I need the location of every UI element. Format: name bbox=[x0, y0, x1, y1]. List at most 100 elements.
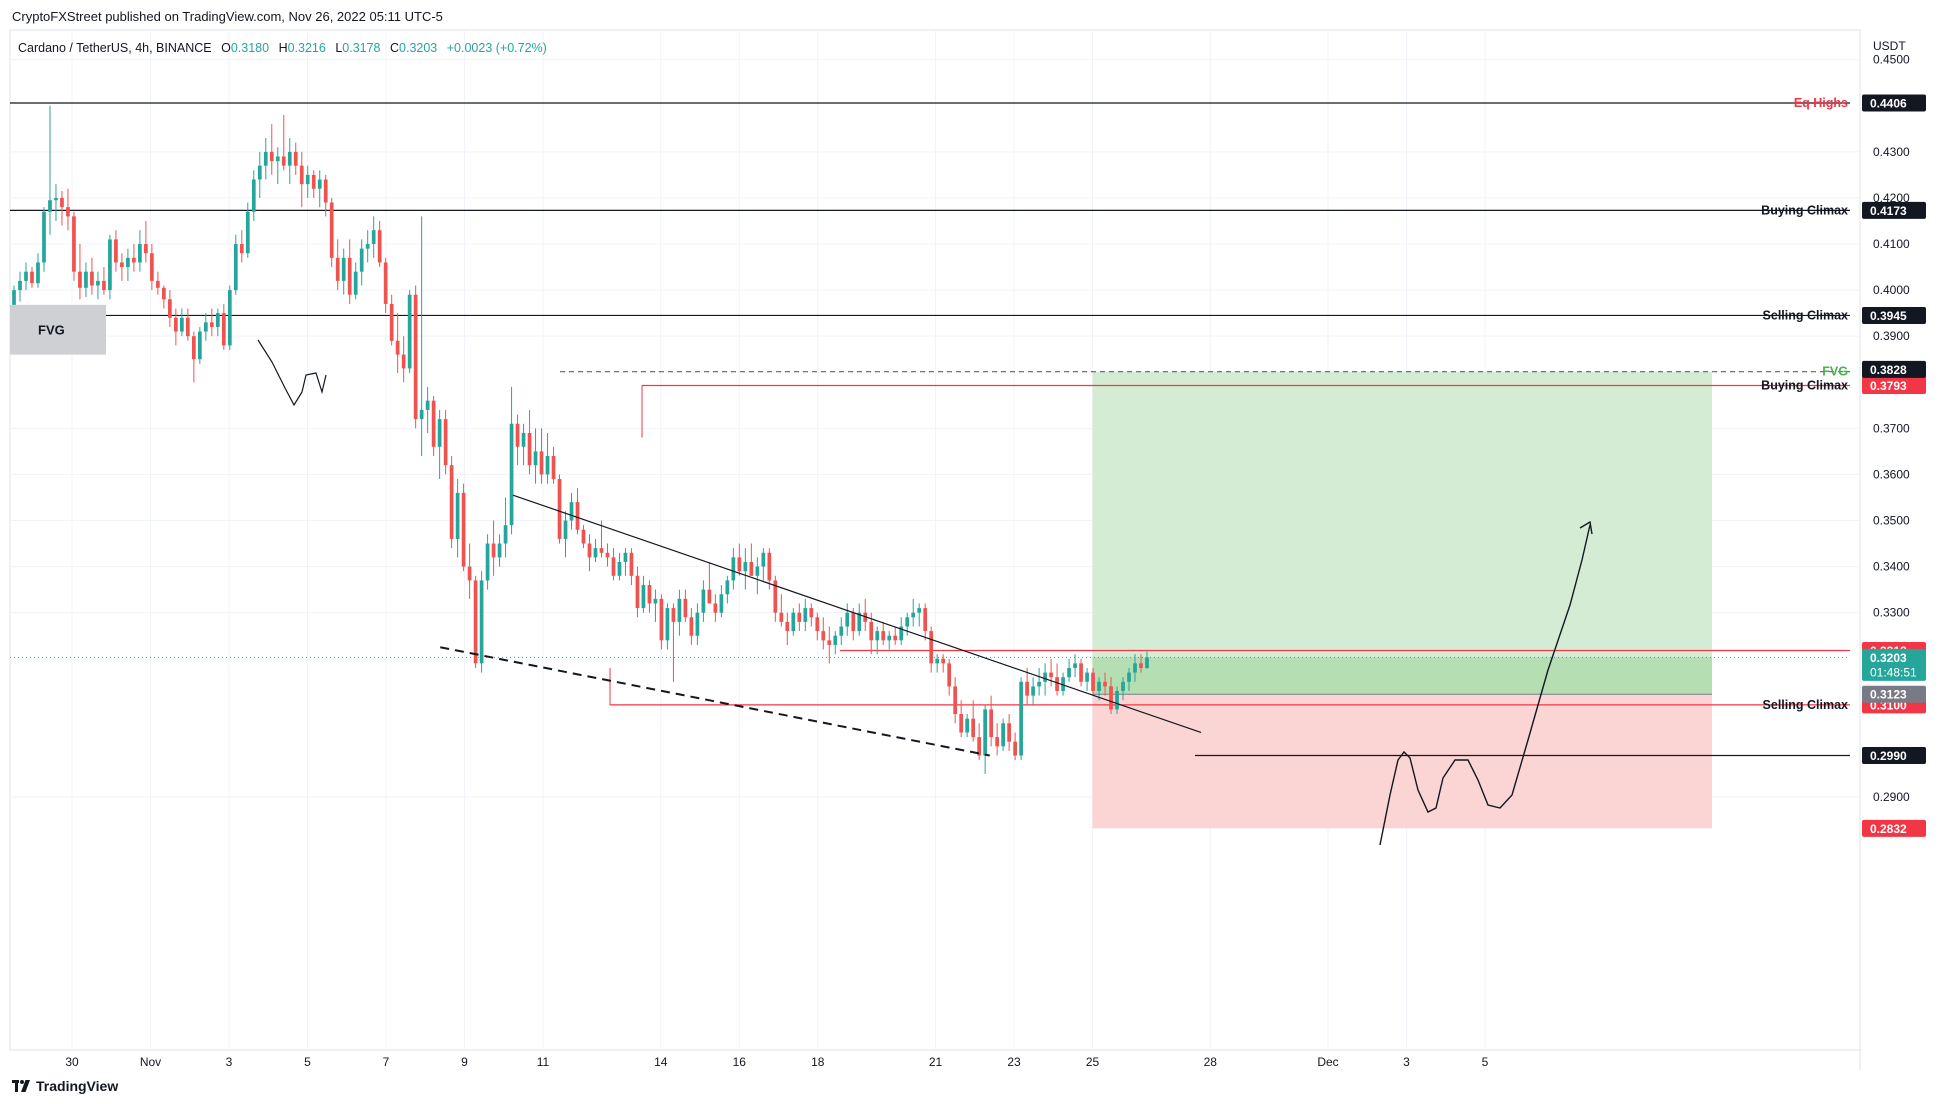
grid bbox=[10, 30, 1860, 1050]
candle-body bbox=[677, 598, 682, 622]
projection-path bbox=[1379, 524, 1591, 846]
candle-body bbox=[323, 179, 328, 203]
candle-body bbox=[437, 419, 442, 447]
price-tag-4: 0.2832 bbox=[1862, 819, 1926, 837]
candle-body bbox=[1055, 677, 1059, 692]
candle-body bbox=[239, 244, 244, 254]
candle-body bbox=[1001, 723, 1005, 747]
x-tick-label: Dec bbox=[1317, 1055, 1338, 1069]
x-tick-label: 7 bbox=[383, 1055, 390, 1069]
candle-body bbox=[1019, 681, 1023, 756]
y-tick-label: 0.4500 bbox=[1873, 53, 1910, 67]
candle-body bbox=[551, 455, 556, 480]
y-tick-label: 0.2900 bbox=[1873, 790, 1910, 804]
candle-body bbox=[60, 197, 64, 208]
candle-body bbox=[359, 248, 364, 272]
candle-body bbox=[959, 714, 964, 733]
candle-body bbox=[461, 492, 466, 567]
candle-body bbox=[737, 557, 742, 572]
candle-body bbox=[635, 575, 640, 609]
candle-body bbox=[665, 608, 670, 641]
candle-body bbox=[569, 502, 574, 521]
candle-body bbox=[42, 211, 46, 263]
candle-body bbox=[701, 589, 706, 613]
x-tick-label: 5 bbox=[304, 1055, 311, 1069]
candle-body bbox=[563, 520, 568, 539]
candle-body bbox=[899, 626, 904, 641]
price-tag-0: 0.3828 bbox=[1862, 360, 1926, 378]
level-label-3: FVG bbox=[1822, 365, 1848, 379]
candle-body bbox=[905, 617, 910, 627]
legend-change: +0.0023 (+0.72%) bbox=[447, 41, 547, 55]
candle-body bbox=[743, 561, 748, 572]
fvg-box-label: FVG bbox=[38, 323, 65, 338]
candle-body bbox=[407, 294, 412, 369]
legend-symbol: Cardano / TetherUS, 4h, BINANCE bbox=[18, 41, 212, 55]
x-tick-label: 3 bbox=[226, 1055, 233, 1069]
x-tick-label: 11 bbox=[537, 1055, 550, 1069]
candle-body bbox=[1109, 686, 1113, 710]
candle-body bbox=[995, 737, 999, 747]
candle-body bbox=[251, 179, 256, 212]
candle-body bbox=[671, 608, 676, 622]
candle-body bbox=[839, 626, 844, 636]
candle-body bbox=[245, 211, 250, 254]
y-tick-label: 0.3700 bbox=[1873, 421, 1910, 435]
candle-body bbox=[761, 552, 766, 567]
sketch-squiggle bbox=[257, 339, 327, 407]
candle-body bbox=[1067, 667, 1071, 678]
candle-body bbox=[209, 322, 214, 327]
price-tag-4-text: 0.2832 bbox=[1870, 822, 1907, 836]
candle-body bbox=[797, 612, 802, 622]
candle-body bbox=[929, 631, 934, 664]
candle-body bbox=[233, 244, 238, 291]
time-axis[interactable]: 30 Nov 3 5 7 9 11 14 16 18 21 23 25 28 Dec 3 5 bbox=[65, 1055, 1488, 1069]
legend-close: 0.3203 bbox=[399, 41, 437, 55]
price-axis[interactable]: 0.4500 0.4300 0.4200 0.4100 0.4000 0.3900 0.37… bbox=[1862, 53, 1926, 837]
candle-body bbox=[983, 709, 988, 756]
legend-high: 0.3216 bbox=[288, 41, 326, 55]
candle-body bbox=[66, 207, 70, 217]
legend-c-label: C bbox=[390, 41, 399, 55]
candle-body bbox=[653, 598, 658, 604]
top-bar: CryptoFXStreet published on TradingView.… bbox=[0, 0, 1941, 30]
candle-body bbox=[30, 271, 34, 284]
candle-body bbox=[809, 608, 814, 618]
dashed-support-line bbox=[440, 646, 990, 757]
x-tick-label: 14 bbox=[654, 1055, 668, 1069]
y-tick-label: 0.4100 bbox=[1873, 237, 1910, 251]
candle-body bbox=[497, 543, 502, 558]
candle-body bbox=[1091, 672, 1095, 692]
candle-body bbox=[18, 280, 22, 291]
candle-body bbox=[683, 598, 688, 618]
candle-body bbox=[305, 174, 310, 185]
price-tag-3-bg bbox=[1862, 685, 1926, 703]
x-tick-label: 3 bbox=[1403, 1055, 1410, 1069]
candle-body bbox=[150, 253, 154, 281]
candle-body bbox=[509, 423, 514, 526]
candle-body bbox=[1025, 681, 1029, 696]
candle-body bbox=[815, 617, 820, 632]
tradingview-footer[interactable]: TradingView bbox=[12, 1078, 118, 1094]
candle-body bbox=[281, 156, 286, 166]
candle-body bbox=[287, 151, 292, 166]
candle-body bbox=[533, 451, 538, 466]
drawings bbox=[257, 339, 1593, 846]
candle-body bbox=[1097, 681, 1101, 692]
price-tag-level-1: 0.4173 bbox=[1862, 201, 1926, 219]
candle-body bbox=[755, 566, 760, 576]
candle-body bbox=[425, 400, 430, 410]
candle-body bbox=[1073, 663, 1077, 668]
candle-body bbox=[389, 303, 394, 341]
candle-body bbox=[965, 718, 970, 733]
candle-body bbox=[299, 165, 304, 185]
candle-body bbox=[395, 340, 400, 355]
x-tick-label: 23 bbox=[1007, 1055, 1021, 1069]
candle-body bbox=[629, 552, 634, 576]
candle-body bbox=[827, 640, 832, 645]
candle-body bbox=[311, 174, 316, 189]
candle-body bbox=[347, 257, 352, 295]
candle-body bbox=[527, 432, 532, 466]
stop-zone bbox=[1092, 694, 1712, 829]
